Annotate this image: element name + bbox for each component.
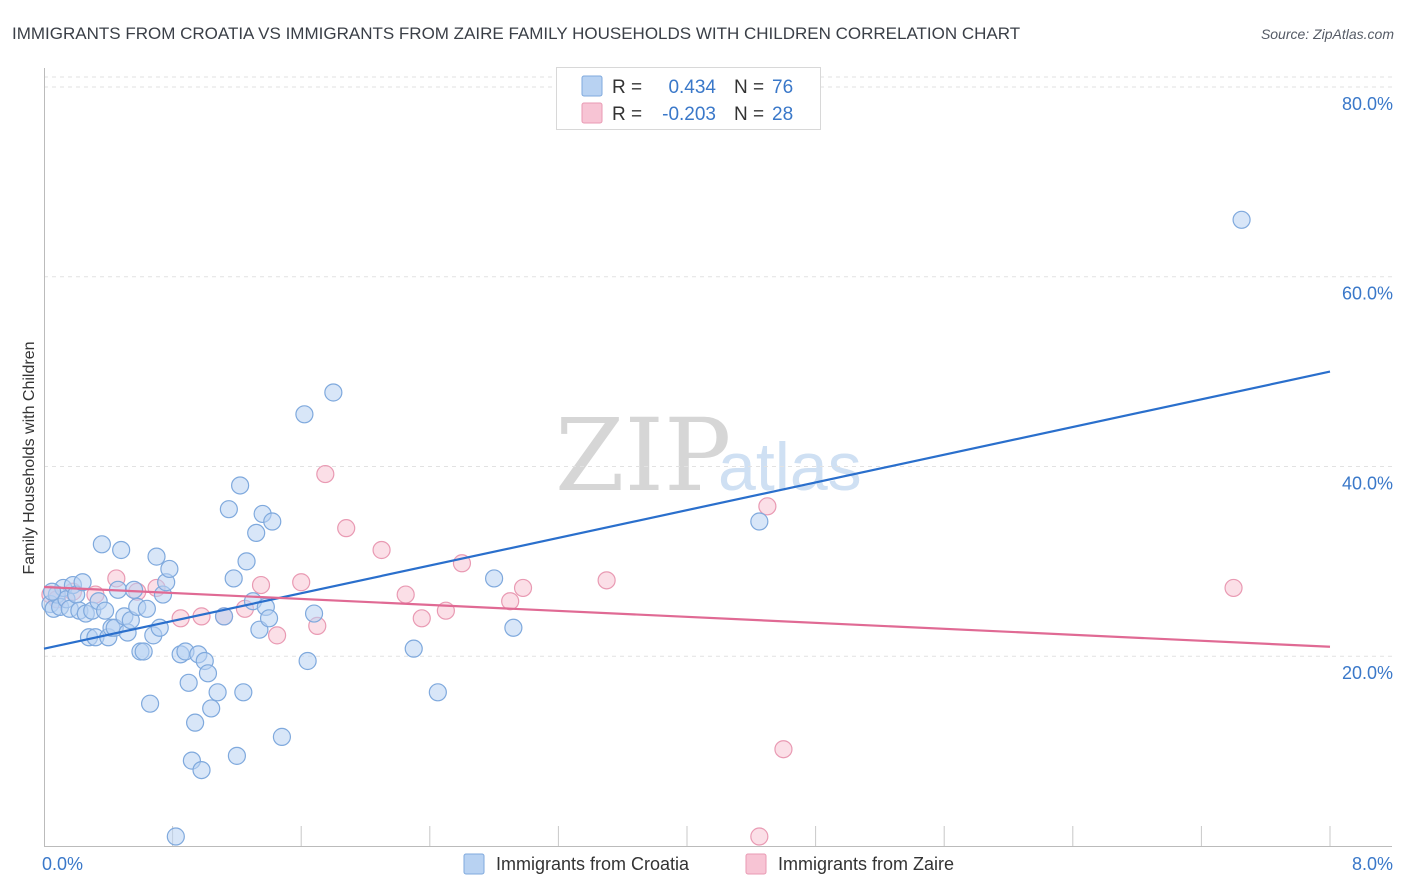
point-croatia-54 bbox=[231, 476, 250, 495]
point-croatia-51 bbox=[219, 500, 238, 519]
x-axis-ticks bbox=[172, 826, 1331, 846]
y-axis-label: Family Households with Children bbox=[21, 342, 38, 575]
point-croatia-73 bbox=[750, 512, 769, 531]
point-zaire-16 bbox=[337, 519, 356, 538]
point-croatia-71 bbox=[485, 569, 504, 588]
point-croatia-55 bbox=[234, 683, 253, 702]
point-croatia-65 bbox=[295, 405, 314, 424]
legend-swatch-croatia bbox=[581, 75, 603, 97]
legend-n-label-croatia: N = bbox=[734, 77, 764, 98]
point-zaire-23 bbox=[513, 578, 533, 598]
point-croatia-47 bbox=[198, 664, 218, 683]
point-croatia-49 bbox=[208, 683, 227, 702]
bottom-legend-label-zaire: Immigrants from Zaire bbox=[778, 854, 954, 874]
point-croatia-30 bbox=[137, 599, 156, 618]
watermark-zip: ZIP bbox=[555, 397, 731, 514]
y-tick-label-2: 60.0% bbox=[1342, 284, 1393, 304]
legend-r-label-zaire: R = bbox=[612, 104, 642, 125]
point-zaire-17 bbox=[372, 540, 391, 560]
point-croatia-48 bbox=[202, 699, 221, 718]
point-zaire-26 bbox=[774, 740, 793, 759]
series-zaire-points bbox=[41, 464, 1243, 846]
point-croatia-38 bbox=[166, 827, 185, 846]
watermark: ZIP atlas bbox=[555, 397, 862, 514]
point-croatia-52 bbox=[224, 569, 243, 588]
point-croatia-43 bbox=[186, 713, 205, 732]
point-croatia-68 bbox=[324, 383, 343, 402]
x-tick-labels: 0.0% 8.0% bbox=[42, 854, 1393, 874]
point-zaire-25 bbox=[758, 497, 777, 516]
point-croatia-63 bbox=[263, 512, 282, 531]
chart-title: IMMIGRANTS FROM CROATIA VS IMMIGRANTS FR… bbox=[12, 24, 1020, 43]
point-croatia-67 bbox=[304, 604, 324, 623]
legend-r-value-zaire: -0.203 bbox=[662, 104, 716, 125]
point-croatia-64 bbox=[272, 727, 292, 746]
point-croatia-62 bbox=[259, 609, 279, 628]
point-croatia-41 bbox=[179, 673, 198, 692]
point-zaire-22 bbox=[501, 592, 520, 611]
trend-line-croatia bbox=[43, 370, 1331, 650]
point-croatia-16 bbox=[92, 535, 111, 554]
legend-r-label-croatia: R = bbox=[612, 77, 642, 98]
point-croatia-70 bbox=[428, 683, 447, 702]
x-tick-label-1: 8.0% bbox=[1352, 854, 1393, 874]
legend-swatch-zaire bbox=[581, 102, 603, 124]
point-zaire-15 bbox=[316, 464, 335, 484]
legend-n-value-croatia: 76 bbox=[772, 77, 793, 98]
point-croatia-31 bbox=[140, 694, 160, 713]
legend-r-value-croatia: 0.434 bbox=[668, 77, 716, 98]
point-croatia-33 bbox=[147, 547, 166, 566]
point-croatia-37 bbox=[160, 559, 179, 579]
bottom-legend-swatch-zaire bbox=[745, 853, 767, 875]
point-croatia-72 bbox=[504, 618, 523, 637]
point-croatia-58 bbox=[247, 523, 266, 543]
point-zaire-28 bbox=[1224, 578, 1243, 598]
point-zaire-12 bbox=[267, 626, 287, 645]
bottom-legend: Immigrants from Croatia Immigrants from … bbox=[463, 853, 954, 875]
legend-n-value-zaire: 28 bbox=[772, 104, 793, 125]
chart-source: Source: ZipAtlas.com bbox=[1261, 26, 1394, 42]
point-croatia-45 bbox=[192, 760, 211, 780]
point-croatia-69 bbox=[404, 639, 423, 658]
point-croatia-10 bbox=[73, 573, 92, 592]
point-zaire-18 bbox=[396, 585, 415, 604]
y-tick-label-0: 20.0% bbox=[1342, 663, 1393, 683]
point-zaire-24 bbox=[597, 571, 616, 590]
y-tick-labels: 20.0% 40.0% 60.0% 80.0% bbox=[1342, 94, 1393, 683]
point-croatia-50 bbox=[214, 607, 234, 626]
bottom-legend-swatch-croatia bbox=[463, 853, 485, 875]
point-croatia-66 bbox=[298, 651, 317, 671]
series-croatia-points bbox=[41, 210, 1251, 846]
point-croatia-17 bbox=[95, 601, 115, 620]
point-zaire-27 bbox=[750, 827, 769, 846]
point-croatia-75 bbox=[42, 582, 62, 601]
point-zaire-11 bbox=[251, 575, 271, 595]
point-croatia-22 bbox=[112, 540, 131, 560]
point-zaire-19 bbox=[412, 609, 431, 628]
y-tick-label-3: 80.0% bbox=[1342, 94, 1393, 114]
point-zaire-13 bbox=[292, 573, 311, 592]
bottom-legend-label-croatia: Immigrants from Croatia bbox=[496, 854, 690, 874]
trend-line-zaire bbox=[43, 585, 1331, 648]
legend-n-label-zaire: N = bbox=[734, 104, 764, 125]
point-croatia-56 bbox=[237, 552, 256, 571]
point-croatia-53 bbox=[227, 746, 246, 765]
x-tick-label-0: 0.0% bbox=[42, 854, 83, 874]
point-croatia-74 bbox=[1232, 210, 1251, 229]
watermark-atlas: atlas bbox=[718, 429, 862, 505]
legend: R = 0.434 N = 76 R = -0.203 N = 28 bbox=[556, 67, 821, 130]
y-tick-label-1: 40.0% bbox=[1342, 473, 1393, 493]
point-croatia-29 bbox=[134, 642, 153, 661]
